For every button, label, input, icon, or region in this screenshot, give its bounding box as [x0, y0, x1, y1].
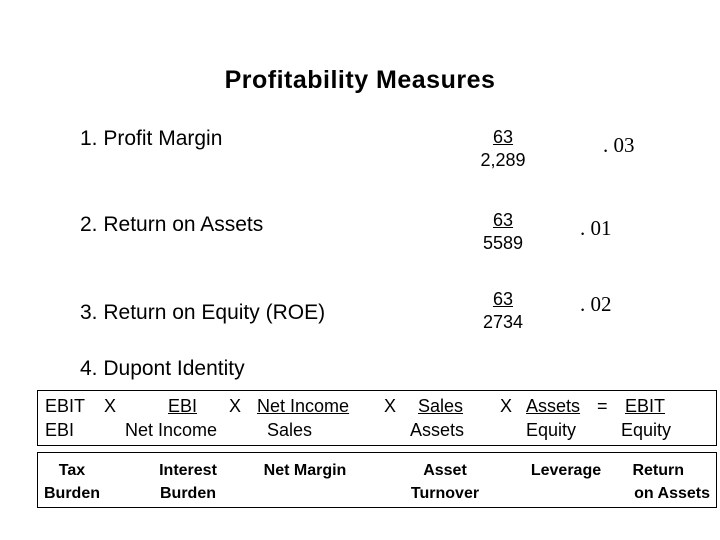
fraction-numerator: 63: [492, 289, 514, 309]
dupont-heading: 4. Dupont Identity: [80, 357, 245, 380]
measure-label-return-on-assets: 2. Return on Assets: [80, 213, 264, 236]
measure-label-return-on-equity: 3. Return on Equity (ROE): [80, 301, 326, 324]
formula-equals-sign: =: [597, 396, 608, 416]
label-line: Turnover: [410, 485, 480, 502]
fraction-numerator: 63: [492, 127, 514, 147]
dupont-labels-box: [37, 452, 717, 508]
formula-multiply-sign: X: [229, 396, 242, 416]
formula-net-margin-denominator: Sales: [267, 420, 313, 440]
fraction-numerator: 63: [492, 210, 514, 230]
return-on-equity-result: . 02: [580, 292, 612, 316]
profit-margin-fraction: 63 2,289: [458, 126, 548, 172]
fraction-denominator: 5589: [482, 233, 524, 253]
formula-asset-turnover-numerator: Sales: [418, 396, 464, 416]
slide-title: Profitability Measures: [224, 66, 496, 94]
fraction-denominator: 2734: [482, 312, 524, 332]
measure-label-profit-margin: 1. Profit Margin: [80, 127, 223, 150]
label-asset-turnover: Asset Turnover: [395, 459, 495, 505]
fraction-denominator: 2,289: [480, 150, 526, 170]
label-interest-burden: Interest Burden: [143, 459, 233, 505]
profit-margin-result: . 03: [603, 133, 635, 157]
label-line: Asset: [423, 462, 467, 479]
formula-leverage-denominator: Equity: [526, 420, 577, 440]
formula-tax-burden-denominator: EBI: [45, 420, 75, 440]
formula-interest-burden-denominator: Net Income: [125, 420, 218, 440]
dupont-formula-box: [37, 390, 717, 446]
label-line: Leverage: [530, 462, 602, 479]
formula-roe-denominator: Equity: [621, 420, 672, 440]
label-line: on Assets: [634, 485, 710, 502]
formula-interest-burden-numerator: EBI: [168, 396, 198, 416]
label-line: Net Margin: [263, 462, 347, 479]
return-on-assets-result: . 01: [580, 216, 612, 240]
label-line: Return: [632, 462, 684, 479]
label-net-margin: Net Margin: [250, 459, 360, 482]
return-on-equity-fraction: 63 2734: [458, 288, 548, 334]
formula-multiply-sign: X: [500, 396, 513, 416]
formula-leverage-numerator: Assets: [526, 396, 581, 416]
return-on-assets-fraction: 63 5589: [458, 209, 548, 255]
label-leverage: Leverage: [518, 459, 614, 482]
label-return-on-assets: Return on Assets: [614, 459, 710, 505]
label-line: Burden: [160, 485, 216, 502]
formula-tax-burden-numerator: EBIT: [45, 396, 86, 416]
formula-multiply-sign: X: [104, 396, 117, 416]
formula-multiply-sign: X: [384, 396, 397, 416]
label-tax-burden: Tax Burden: [32, 459, 112, 505]
formula-net-margin-numerator: Net Income: [257, 396, 350, 416]
formula-roe-numerator: EBIT: [625, 396, 666, 416]
label-line: Interest: [159, 462, 217, 479]
label-line: Burden: [44, 485, 100, 502]
label-line: Tax: [58, 462, 86, 479]
formula-asset-turnover-denominator: Assets: [410, 420, 465, 440]
